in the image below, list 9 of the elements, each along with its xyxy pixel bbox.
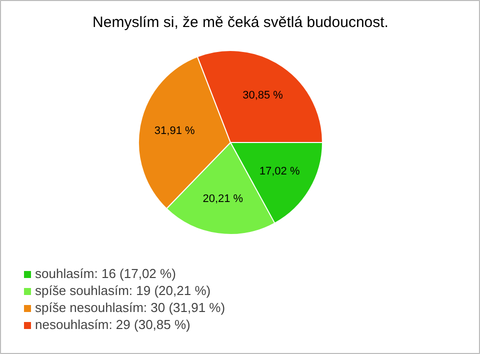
data-label: 30,85 % bbox=[242, 89, 284, 102]
chart-title: Nemyslím si, že mě čeká světlá budoucnost. bbox=[92, 14, 388, 31]
data-label: 20,21 % bbox=[202, 193, 244, 206]
legend-label: souhlasím: 16 (17,02 %) bbox=[35, 266, 176, 281]
legend-label: spíše nesouhlasím: 30 (31,91 %) bbox=[35, 300, 226, 315]
data-label: 17,02 % bbox=[259, 166, 300, 178]
legend-label: nesouhlasím: 29 (30,85 %) bbox=[35, 317, 190, 332]
legend-label: spíše souhlasím: 19 (20,21 %) bbox=[35, 283, 211, 298]
data-label: 31,91 % bbox=[154, 125, 196, 138]
